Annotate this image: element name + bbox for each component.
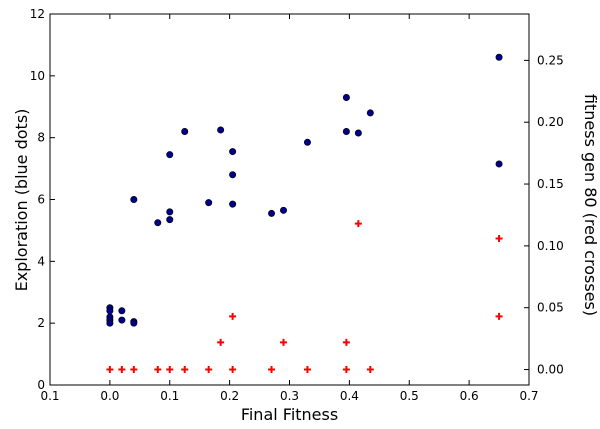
red-cross-point bbox=[106, 366, 114, 374]
blue-dot-point bbox=[342, 127, 350, 135]
y-tick-label: 12 bbox=[30, 7, 45, 21]
x-tick-label: 0.5 bbox=[400, 389, 419, 403]
red-cross-point bbox=[354, 220, 362, 228]
red-cross-point bbox=[205, 366, 213, 374]
red-cross-point bbox=[154, 366, 162, 374]
red-cross-point bbox=[366, 366, 374, 374]
blue-dot-point bbox=[495, 160, 503, 168]
data-points bbox=[106, 53, 503, 374]
red-cross-point bbox=[280, 338, 288, 346]
blue-dot-point bbox=[229, 200, 237, 208]
x-tick-label: 0.6 bbox=[460, 389, 479, 403]
red-cross-point bbox=[229, 366, 237, 374]
blue-dot-point bbox=[130, 196, 138, 204]
x-axis-label: Final Fitness bbox=[241, 405, 338, 424]
red-cross-point bbox=[166, 366, 174, 374]
y2-tick-label: 0.25 bbox=[537, 53, 564, 67]
x-axis-ticks: 0.1 0.0 0.1 0.2 0.3 0.4 0.5 0.6 0.7 bbox=[40, 14, 539, 403]
y2-tick-label: 0.10 bbox=[537, 239, 564, 253]
x-tick-label: 0.1 bbox=[160, 389, 179, 403]
red-cross-point bbox=[118, 366, 126, 374]
red-cross-point bbox=[495, 312, 503, 320]
plot-frame bbox=[49, 13, 530, 386]
x-tick-label: 0.0 bbox=[100, 389, 119, 403]
blue-dot-point bbox=[166, 151, 174, 159]
blue-dot-point bbox=[106, 319, 114, 327]
blue-dot-point bbox=[118, 307, 126, 315]
y2-tick-label: 0.00 bbox=[537, 363, 564, 377]
y-tick-label: 10 bbox=[30, 69, 45, 83]
x-tick-label: 0.7 bbox=[519, 389, 538, 403]
red-cross-point bbox=[229, 312, 237, 320]
blue-dot-point bbox=[268, 209, 276, 217]
y-tick-label: 0 bbox=[37, 378, 45, 392]
blue-dot-point bbox=[154, 219, 162, 227]
blue-dot-point bbox=[229, 148, 237, 156]
blue-dot-point bbox=[280, 206, 288, 214]
left-y-axis-ticks: 0 2 4 6 8 10 12 bbox=[30, 7, 55, 392]
y-tick-label: 4 bbox=[37, 254, 45, 268]
blue-dot-point bbox=[106, 307, 114, 315]
blue-dot-point bbox=[205, 199, 213, 207]
red-cross-point bbox=[217, 338, 225, 346]
blue-dot-point bbox=[118, 316, 126, 324]
red-cross-point bbox=[268, 366, 276, 374]
right-y-axis-ticks: 0.00 0.05 0.10 0.15 0.20 0.25 bbox=[524, 53, 564, 377]
y-tick-label: 2 bbox=[37, 316, 45, 330]
x-tick-label: 0.2 bbox=[220, 389, 239, 403]
y2-tick-label: 0.20 bbox=[537, 115, 564, 129]
blue-dot-point bbox=[495, 53, 503, 61]
red-cross-point bbox=[303, 366, 311, 374]
red-cross-point bbox=[342, 338, 350, 346]
x-tick-label: 0.1 bbox=[40, 389, 59, 403]
red-cross-point bbox=[181, 366, 189, 374]
red-cross-point bbox=[495, 234, 503, 242]
y-tick-label: 6 bbox=[37, 193, 45, 207]
red-cross-point bbox=[130, 366, 138, 374]
y2-tick-label: 0.05 bbox=[537, 301, 564, 315]
x-tick-label: 0.4 bbox=[340, 389, 359, 403]
blue-dot-point bbox=[166, 216, 174, 224]
red-cross-point bbox=[342, 366, 350, 374]
blue-dot-point bbox=[342, 93, 350, 101]
blue-dot-point bbox=[354, 129, 362, 137]
blue-dot-point bbox=[130, 319, 138, 327]
blue-dot-point bbox=[166, 208, 174, 216]
blue-dot-point bbox=[366, 109, 374, 117]
y2-tick-label: 0.15 bbox=[537, 177, 564, 191]
blue-dot-point bbox=[229, 171, 237, 179]
blue-dot-point bbox=[303, 138, 311, 146]
y-tick-label: 8 bbox=[37, 131, 45, 145]
right-y-axis-label: fitness gen 80 (red crosses) bbox=[581, 94, 600, 316]
x-tick-label: 0.3 bbox=[280, 389, 299, 403]
left-y-axis-label: Exploration (blue dots) bbox=[12, 109, 31, 292]
blue-dot-point bbox=[217, 126, 225, 134]
blue-dot-point bbox=[181, 127, 189, 135]
